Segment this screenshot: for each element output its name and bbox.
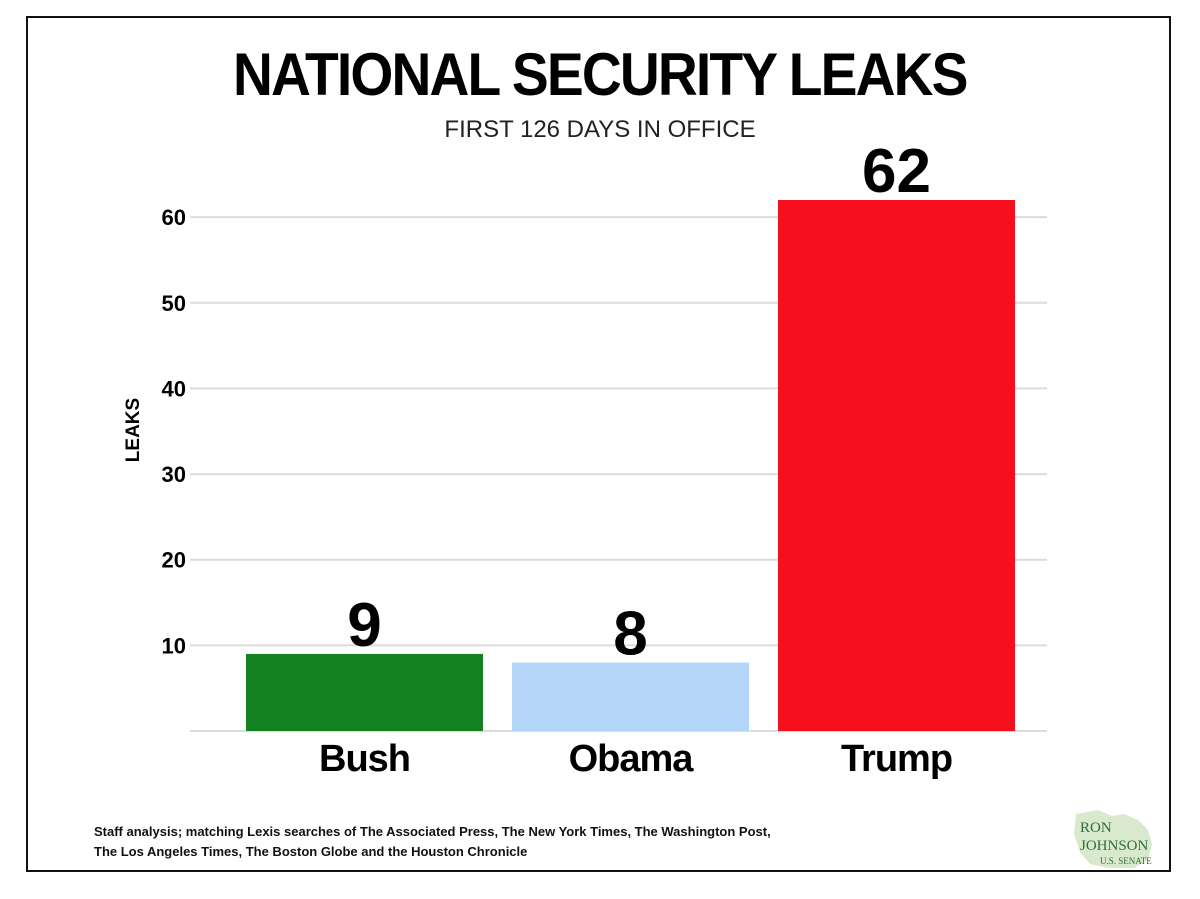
data-label-obama: 8	[613, 599, 647, 668]
y-axis-label: LEAKS	[123, 398, 144, 462]
y-tick-label: 40	[162, 376, 186, 401]
bars	[246, 200, 1015, 731]
chart-subtitle: FIRST 126 DAYS IN OFFICE	[444, 116, 756, 143]
data-label-trump: 62	[862, 137, 931, 206]
logo-line-2: JOHNSON	[1080, 838, 1149, 854]
bar-obama	[512, 662, 749, 731]
source-note-line-1: Staff analysis; matching Lexis searches …	[94, 824, 771, 839]
logo-line-1: RON	[1080, 820, 1112, 836]
data-label-bush: 9	[347, 591, 381, 660]
bar-bush	[246, 653, 483, 731]
y-tick-label: 10	[162, 633, 186, 658]
chart-title: NATIONAL SECURITY LEAKS	[233, 41, 968, 108]
x-axis-ticks: Bush Obama Trump	[319, 738, 953, 780]
logo-line-3: U.S. SENATE	[1100, 856, 1152, 866]
y-tick-label: 20	[162, 548, 186, 573]
source-note: Staff analysis; matching Lexis searches …	[94, 822, 914, 862]
ron-johnson-senate-logo: RON JOHNSON U.S. SENATE	[1074, 810, 1152, 868]
source-note-line-2: The Los Angeles Times, The Boston Globe …	[94, 844, 528, 859]
bar-trump	[778, 200, 1015, 731]
data-labels: 9 8 62	[347, 137, 931, 668]
x-tick-label-trump: Trump	[841, 738, 952, 780]
y-tick-label: 60	[162, 205, 186, 230]
y-tick-label: 50	[162, 291, 186, 316]
x-tick-label-bush: Bush	[319, 738, 410, 780]
y-axis-ticks: 10 20 30 40 50 60	[162, 205, 186, 658]
y-tick-label: 30	[162, 462, 186, 487]
x-tick-label-obama: Obama	[569, 738, 695, 780]
wisconsin-state-shape-icon	[1074, 810, 1152, 868]
